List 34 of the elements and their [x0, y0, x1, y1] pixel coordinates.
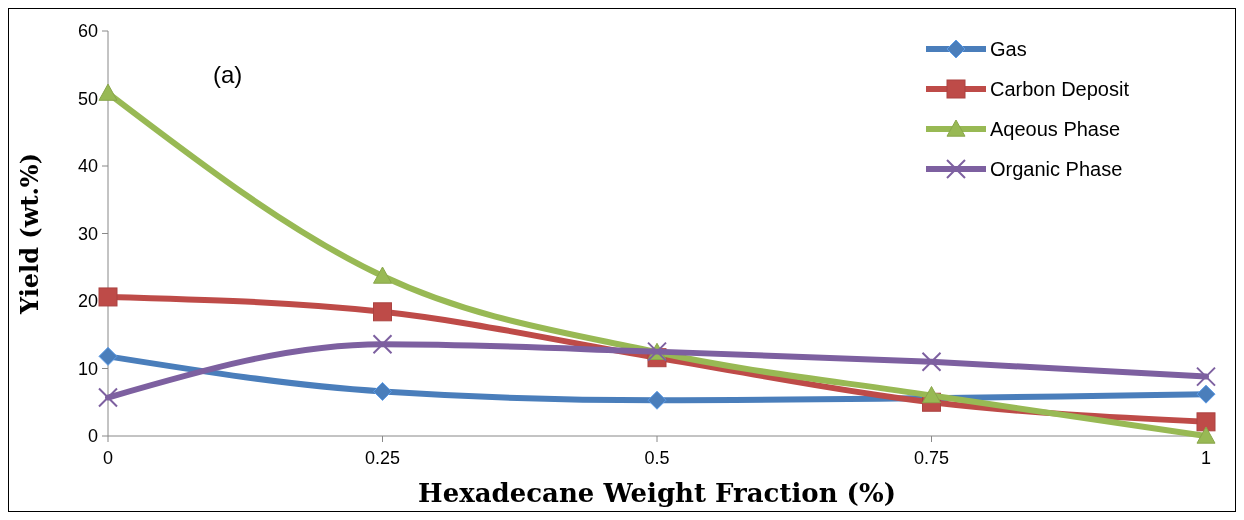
point: [98, 287, 118, 307]
point: [372, 334, 393, 355]
legend-label: Aqeous Phase: [990, 118, 1121, 140]
legend-label: Organic Phase: [990, 158, 1123, 180]
y-tick-label: 20: [77, 291, 98, 312]
y-tick-label: 60: [77, 21, 98, 42]
x-tick-label: 0.5: [644, 448, 670, 468]
x-tick-label: 0: [102, 448, 114, 468]
point: [98, 387, 118, 408]
point: [1196, 426, 1216, 444]
point: [98, 83, 118, 101]
point: [922, 386, 941, 404]
point: [98, 346, 118, 366]
x-axis-title: Hexadecane Weight Fraction (%): [418, 478, 896, 508]
x-tick-label: 0.75: [913, 448, 950, 468]
y-tick-label: 40: [77, 156, 98, 177]
point: [1196, 412, 1216, 432]
point: [373, 266, 392, 284]
point: [373, 302, 392, 322]
annotation: (a): [213, 61, 243, 88]
legend-label: Carbon Deposit: [990, 78, 1130, 100]
x-tick-label: 0.25: [364, 448, 401, 468]
y-tick-label: 0: [87, 426, 98, 447]
y-tick-label: 30: [77, 223, 98, 244]
point: [921, 351, 942, 372]
point: [1196, 384, 1216, 404]
point: [647, 390, 667, 410]
x-tick-label: 1: [1200, 448, 1212, 468]
y-axis-title: Yield (wt.%): [15, 153, 44, 315]
y-tick-label: 10: [77, 358, 98, 379]
point: [1196, 366, 1216, 387]
point: [373, 381, 392, 401]
y-tick-label: 50: [77, 88, 98, 109]
legend-label: Gas: [990, 38, 1027, 60]
